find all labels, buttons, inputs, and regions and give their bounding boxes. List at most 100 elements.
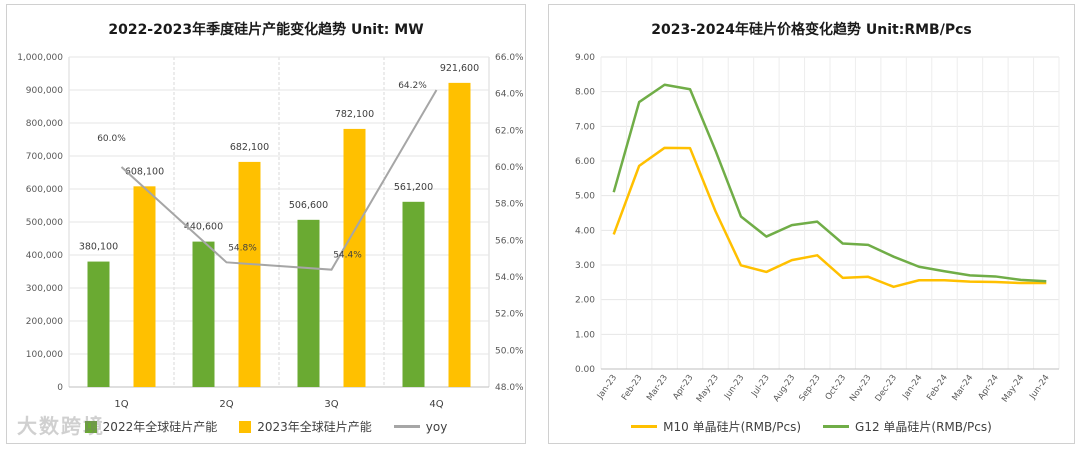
x-tick-label: Jan-23 [595,373,619,402]
bar-2022-value-label: 380,100 [79,242,118,253]
price-chart-panel: 2023-2024年硅片价格变化趋势 Unit:RMB/Pcs 0.00 1.00… [548,4,1075,444]
y-tick-label: 700,000 [26,152,63,162]
yoy-line [120,89,438,271]
y2-tick-label: 64.0% [495,90,524,100]
y-tick-label: 4.00 [575,226,595,236]
x-tick-label: May-23 [695,373,721,404]
watermark-text: 大数跨境 [17,414,105,438]
x-tick-label: Jul-23 [749,373,772,399]
capacity-chart-panel: 2022-2023年季度硅片产能变化趋势 Unit: MW 0 100,000 20… [6,4,526,444]
bar-2023 [448,82,471,387]
y2-tick-label: 60.0% [495,163,524,173]
bar-2023-value-label: 682,100 [230,142,269,153]
bar-2023-value-label: 921,600 [440,63,479,74]
y-tick-label: 600,000 [26,185,63,195]
y-tick-label: 100,000 [26,350,63,360]
x-tick-label: Feb-23 [620,373,645,402]
y-tick-label: 2.00 [575,296,595,306]
x-tick-label: Jan-24 [900,373,924,402]
y-tick-label: 200,000 [26,317,63,327]
legend-line-yoy [393,425,420,428]
y-tick-label: 1.00 [575,330,595,340]
y2-tick-label: 54.0% [495,273,524,283]
legend-line-m10 [631,425,658,428]
y2-tick-label: 66.0% [495,53,524,63]
m10-line [612,146,1047,289]
bar-2022 [402,201,425,387]
legend-label-yoy: yoy [425,419,448,434]
bar-2022 [87,261,110,387]
y-tick-label: 400,000 [26,251,63,261]
y-tick-label: 8.00 [575,88,595,98]
x-tick-label: Apr-24 [977,373,1001,402]
x-tick-label: 3Q [324,399,338,410]
x-tick-label: Mar-24 [950,373,975,403]
x-tick-label: Nov-23 [848,373,874,404]
y-tick-label: 6.00 [575,157,595,167]
x-tick-label: 4Q [429,399,443,410]
price-chart-svg: 0.00 1.00 2.00 3.00 4.00 5.00 6.00 7.00 8.00 9.00… [575,53,1060,404]
y-tick-label: 3.00 [575,261,595,271]
y-tick-label: 9.00 [575,53,595,63]
x-tick-label: Mar-23 [645,373,670,403]
bar-2022-value-label: 561,200 [394,182,433,193]
yoy-value-label: 54.8% [228,243,257,253]
bar-2022-value-label: 440,600 [184,222,223,233]
y2-tick-label: 48.0% [495,383,524,393]
legend-item-g12: G12 单晶硅片(RMB/Pcs) [823,418,992,435]
g12-line [612,83,1047,283]
y2-tick-label: 52.0% [495,310,524,320]
y-tick-label: 7.00 [575,122,595,132]
legend-item-yoy: yoy [393,419,448,434]
x-tick-label: Aug-23 [772,373,798,404]
bar-2023 [238,161,261,387]
legend-swatch-2023 [239,420,252,433]
x-tick-label: 2Q [219,399,233,410]
y-tick-label: 1,000,000 [17,53,63,63]
legend-label-g12: G12 单晶硅片(RMB/Pcs) [855,420,992,434]
bar-2023 [133,186,156,387]
x-tick-label: Jun-24 [1027,373,1051,402]
yoy-value-label: 64.2% [398,81,427,91]
bar-2022-value-label: 506,600 [289,200,328,211]
price-chart-title: 2023-2024年硅片价格变化趋势 Unit:RMB/Pcs [651,22,972,38]
yoy-value-label: 54.4% [333,251,362,261]
bar-2023-value-label: 782,100 [335,109,374,120]
legend-label-2022: 2022年全球硅片产能 [102,420,218,434]
capacity-chart-title: 2022-2023年季度硅片产能变化趋势 Unit: MW [108,22,424,38]
y2-tick-label: 56.0% [495,236,524,246]
bar-2022 [192,241,215,387]
y-tick-label: 0.00 [575,365,595,375]
x-tick-label: Jun-23 [722,373,746,402]
bar-2023-value-label: 608,100 [125,166,164,177]
y-tick-label: 800,000 [26,119,63,129]
capacity-chart-svg: 0 100,000 200,000 300,000 400,000 500,000 600,… [17,53,524,410]
x-tick-label: Feb-24 [925,373,950,402]
y2-tick-label: 50.0% [495,346,524,356]
y-tick-label: 0 [57,383,63,393]
x-tick-label: Oct-23 [824,373,849,402]
bar-2023 [343,128,366,388]
x-tick-label: 1Q [114,399,128,410]
bar-2022 [297,219,320,387]
legend-item-2023: 2023年全球硅片产能 [239,418,372,435]
capacity-chart-legend: 2022年全球硅片产能 2023年全球硅片产能 yoy [7,418,525,435]
legend-label-2023: 2023年全球硅片产能 [257,420,372,434]
legend-label-m10: M10 单晶硅片(RMB/Pcs) [663,420,802,434]
yoy-value-label: 60.0% [97,134,126,144]
y-tick-label: 300,000 [26,284,63,294]
y-tick-label: 5.00 [575,192,595,202]
legend-item-m10: M10 单晶硅片(RMB/Pcs) [631,418,801,435]
legend-item-2022: 2022年全球硅片产能 [84,418,218,435]
y2-tick-label: 58.0% [495,200,524,210]
price-chart-legend: M10 单晶硅片(RMB/Pcs) G12 单晶硅片(RMB/Pcs) [549,418,1074,435]
x-tick-label: Sep-23 [797,373,822,403]
y-tick-label: 900,000 [26,86,63,96]
x-tick-label: Dec-23 [873,373,899,404]
x-tick-label: Apr-23 [671,373,695,402]
x-tick-label: May-24 [1000,373,1026,404]
y-tick-label: 500,000 [26,218,63,228]
legend-swatch-2022 [84,420,97,433]
legend-line-g12 [823,425,850,428]
y2-tick-label: 62.0% [495,126,524,136]
